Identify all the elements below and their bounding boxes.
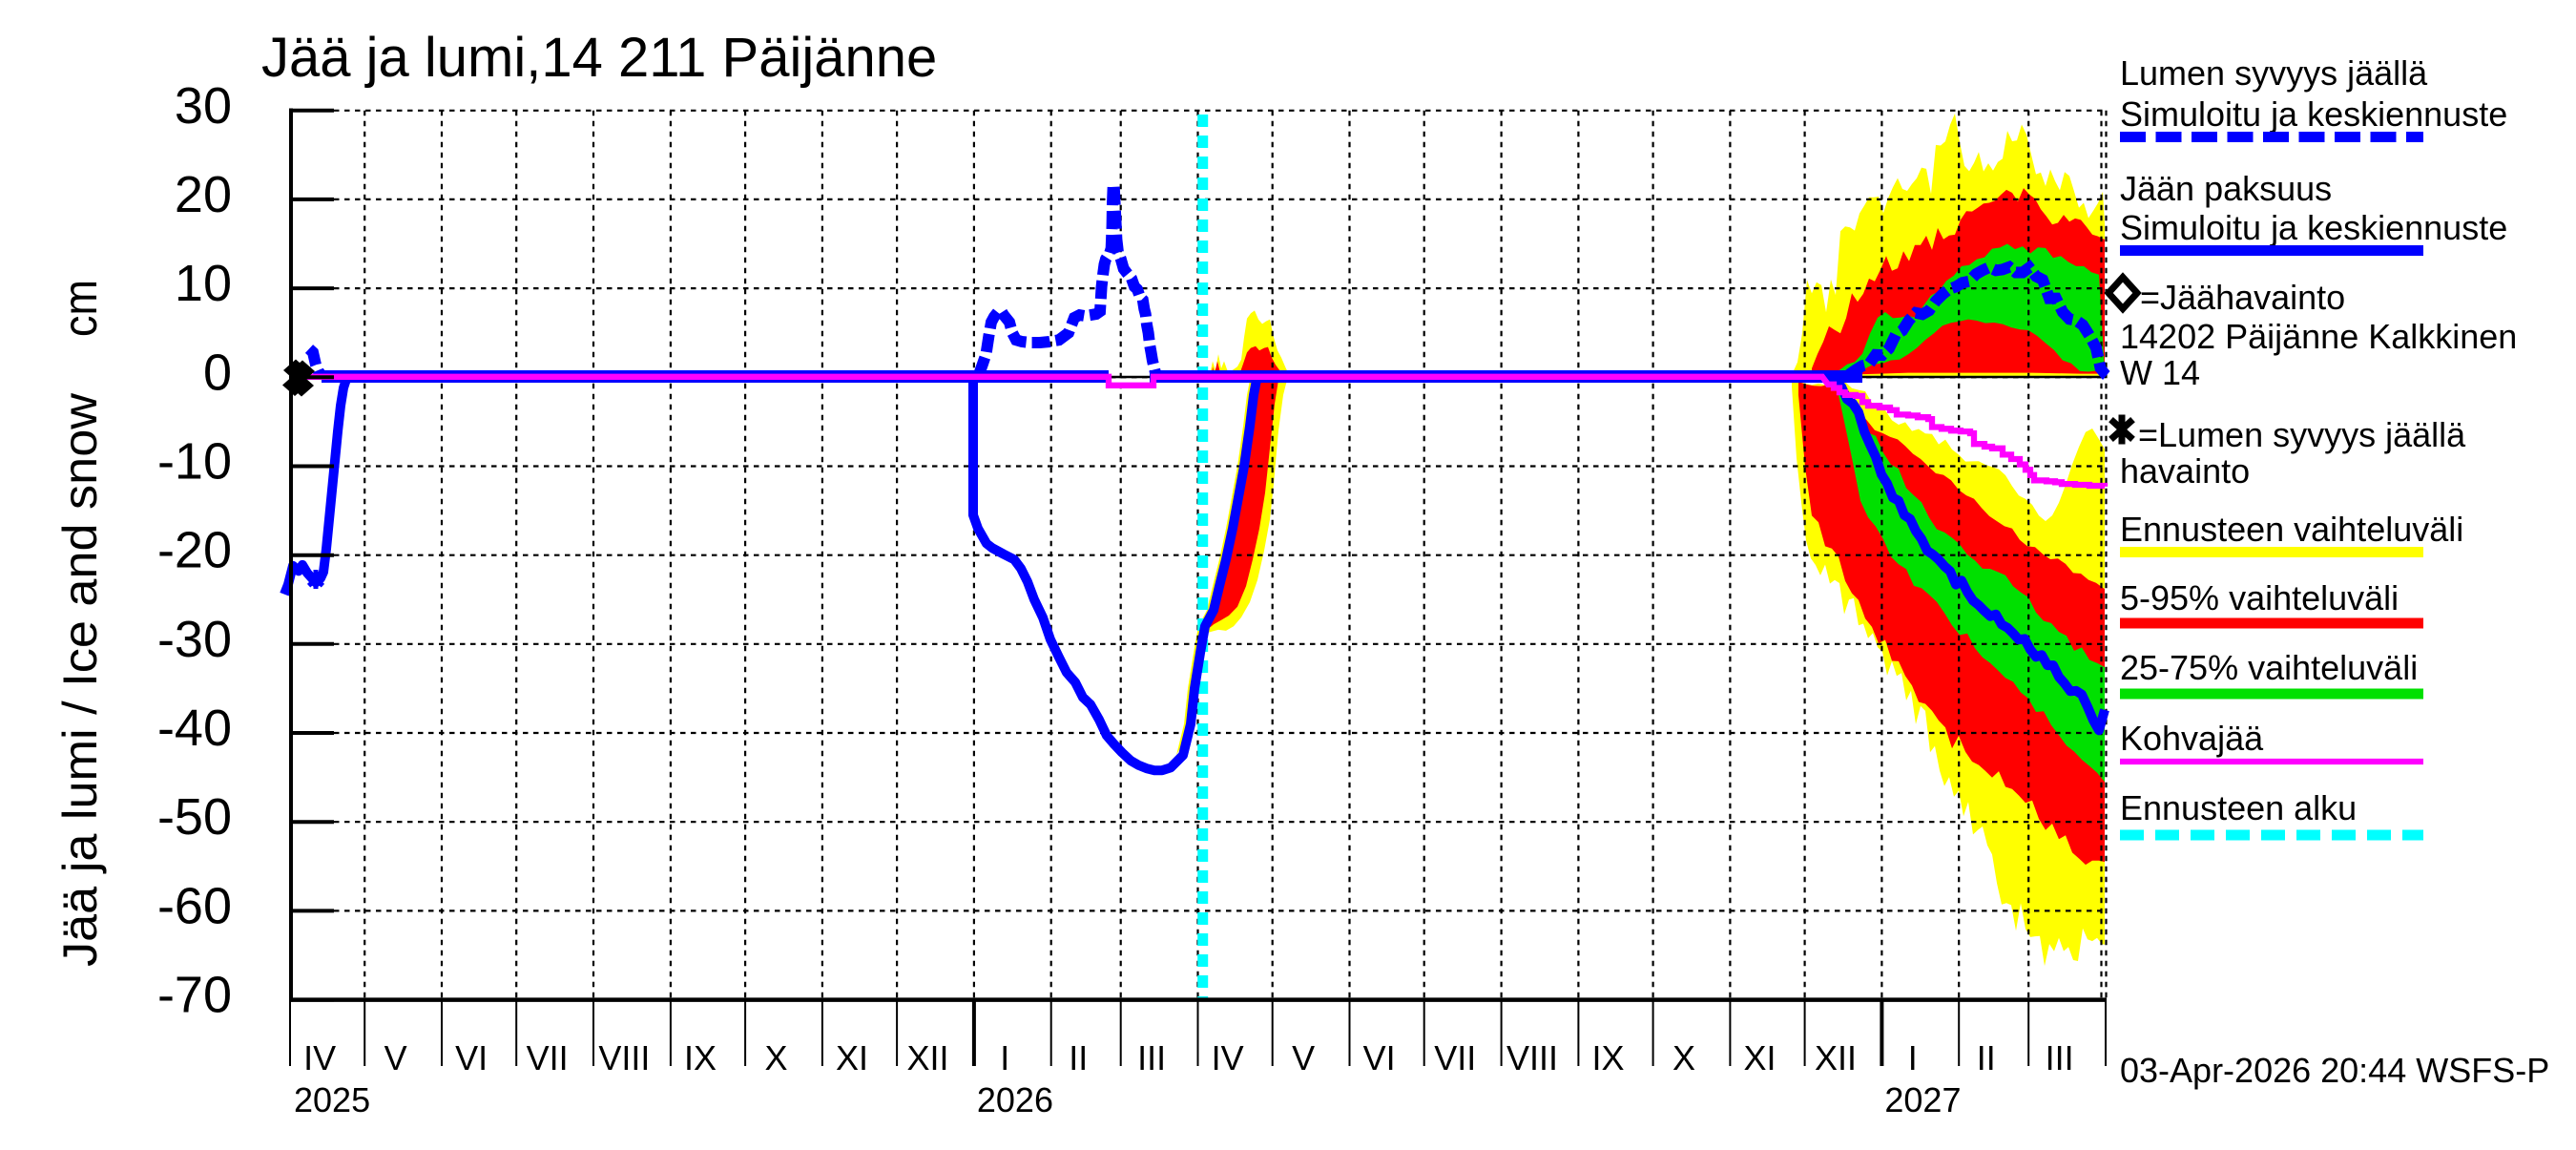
svg-text:Ennusteen alku: Ennusteen alku [2120, 788, 2357, 827]
svg-text:30: 30 [175, 77, 232, 135]
svg-text:-40: -40 [157, 700, 232, 757]
svg-text:25-75% vaihteluväli: 25-75% vaihteluväli [2120, 648, 2418, 687]
svg-text:IX: IX [1591, 1038, 1624, 1077]
svg-text:=Jäähavainto: =Jäähavainto [2140, 278, 2345, 317]
svg-text:IV: IV [1212, 1038, 1244, 1077]
svg-text:20: 20 [175, 166, 232, 223]
svg-text:III: III [2046, 1038, 2074, 1077]
svg-text:XI: XI [1743, 1038, 1776, 1077]
svg-text:-10: -10 [157, 433, 232, 491]
svg-text:W 14: W 14 [2120, 353, 2200, 392]
svg-text:Jää ja lumi,14 211 Päijänne: Jää ja lumi,14 211 Päijänne [261, 27, 937, 89]
svg-text:cm: cm [53, 280, 107, 337]
svg-text:XI: XI [836, 1038, 868, 1077]
svg-text:Simuloitu ja keskiennuste: Simuloitu ja keskiennuste [2120, 94, 2507, 134]
svg-text:Jää ja lumi / Ice and snow: Jää ja lumi / Ice and snow [53, 392, 107, 967]
svg-text:Jään paksuus: Jään paksuus [2120, 169, 2332, 208]
svg-text:havainto: havainto [2120, 451, 2250, 491]
svg-text:II: II [1977, 1038, 1996, 1077]
svg-text:IV: IV [303, 1038, 336, 1077]
svg-text:Ennusteen vaihteluväli: Ennusteen vaihteluväli [2120, 510, 2463, 549]
svg-text:VIII: VIII [1506, 1038, 1558, 1077]
svg-text:I: I [1000, 1038, 1009, 1077]
svg-text:-50: -50 [157, 788, 232, 846]
svg-text:X: X [764, 1038, 787, 1077]
svg-text:5-95% vaihteluväli: 5-95% vaihteluväli [2120, 578, 2399, 617]
svg-text:-30: -30 [157, 611, 232, 668]
svg-text:VI: VI [455, 1038, 488, 1077]
svg-text:Kohvajää: Kohvajää [2120, 719, 2264, 758]
svg-text:II: II [1069, 1038, 1088, 1077]
svg-text:-60: -60 [157, 877, 232, 934]
svg-text:Simuloitu ja keskiennuste: Simuloitu ja keskiennuste [2120, 208, 2507, 247]
svg-text:2027: 2027 [1884, 1080, 1961, 1119]
svg-text:V: V [1292, 1038, 1315, 1077]
svg-text:V: V [384, 1038, 407, 1077]
svg-text:0: 0 [203, 344, 232, 401]
svg-text:VIII: VIII [598, 1038, 650, 1077]
svg-text:VII: VII [1434, 1038, 1476, 1077]
svg-text:Lumen syvyys jäällä: Lumen syvyys jäällä [2120, 53, 2428, 93]
svg-text:=Lumen syvyys jäällä: =Lumen syvyys jäällä [2138, 415, 2466, 454]
svg-text:III: III [1137, 1038, 1166, 1077]
svg-text:VI: VI [1363, 1038, 1396, 1077]
svg-text:X: X [1672, 1038, 1695, 1077]
svg-text:14202 Päijänne Kalkkinen: 14202 Päijänne Kalkkinen [2120, 317, 2517, 356]
svg-text:-70: -70 [157, 967, 232, 1024]
svg-text:2025: 2025 [294, 1080, 370, 1119]
svg-text:XII: XII [1815, 1038, 1857, 1077]
svg-text:I: I [1908, 1038, 1918, 1077]
svg-text:10: 10 [175, 255, 232, 312]
svg-text:2026: 2026 [977, 1080, 1053, 1119]
svg-text:XII: XII [906, 1038, 948, 1077]
svg-text:VII: VII [527, 1038, 569, 1077]
svg-text:IX: IX [684, 1038, 717, 1077]
svg-text:03-Apr-2026 20:44 WSFS-P: 03-Apr-2026 20:44 WSFS-P [2120, 1051, 2549, 1090]
svg-text:-20: -20 [157, 522, 232, 579]
